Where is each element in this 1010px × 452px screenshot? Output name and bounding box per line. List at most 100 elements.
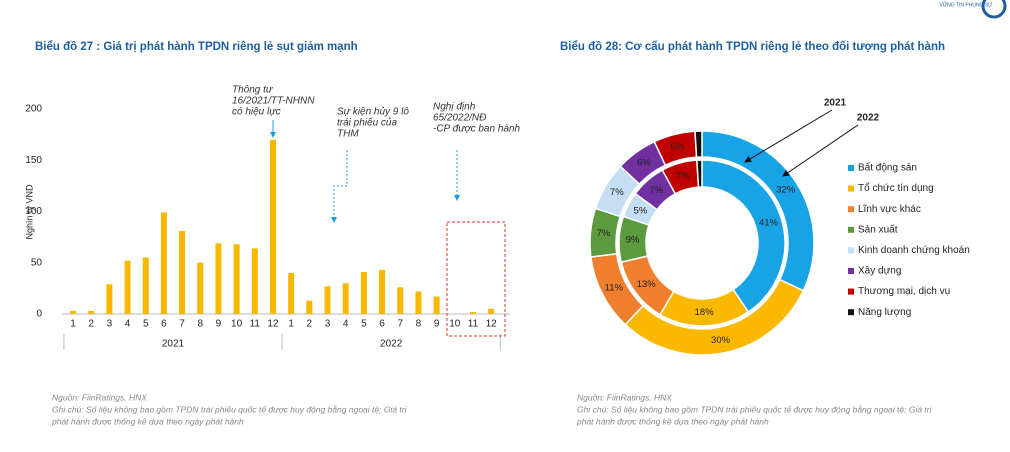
x-tick-label: 4: [125, 319, 131, 330]
bar: [269, 139, 276, 314]
x-tick-label: 8: [197, 319, 203, 330]
x-tick-label: 5: [361, 319, 367, 330]
ring-label: 2022: [857, 113, 880, 124]
y-axis-label: Nghìn tỷ VND: [24, 184, 34, 240]
value-label: 30%: [711, 335, 731, 346]
value-label: 6%: [637, 157, 651, 168]
x-tick-label: 5: [143, 319, 149, 330]
x-tick-label: 12: [267, 319, 279, 330]
bar: [342, 283, 349, 314]
x-tick-label: 7: [179, 319, 185, 330]
annotation: có hiệu lực: [232, 107, 281, 118]
annotation: 16/2021/TT-NHNN: [232, 96, 315, 107]
bar: [215, 243, 222, 314]
legend-label: Bất động sản: [858, 162, 917, 174]
annotation: 65/2022/NĐ: [433, 113, 486, 124]
y-tick-label: 0: [36, 309, 42, 320]
annotation: Sự kiện hủy 9 lô: [337, 106, 409, 118]
annotation: trái phiếu của: [337, 117, 397, 129]
bar: [124, 260, 131, 314]
note: Ghi chú: Số liệu không bao gồm TPDN trái…: [52, 404, 408, 414]
y-tick-label: 100: [25, 206, 42, 217]
group-label: 2021: [162, 339, 185, 350]
annotation: Thông tư: [232, 85, 273, 96]
x-tick-label: 6: [379, 319, 385, 330]
value-label: 32%: [776, 184, 796, 195]
legend-swatch: [848, 226, 854, 233]
bar: [233, 244, 240, 314]
bar: [488, 308, 495, 314]
value-label: 18%: [695, 307, 715, 318]
legend-label: Tổ chức tín dụng: [858, 182, 934, 194]
value-label: 11%: [605, 282, 624, 293]
x-tick-label: 11: [250, 319, 261, 330]
source: Nguồn: FiinRatings, HNX: [577, 392, 672, 402]
bar: [88, 310, 95, 314]
arrow: [782, 124, 859, 177]
ring-label: 2021: [824, 98, 847, 109]
source: Nguồn: FiinRatings, HNX: [52, 392, 147, 402]
bar: [160, 212, 167, 314]
legend-swatch: [848, 165, 854, 171]
chart-title: Biểu đồ 28: Cơ cấu phát hành TPDN riêng …: [560, 41, 945, 53]
x-tick-label: 1: [288, 319, 294, 330]
legend-label: Xây dựng: [858, 266, 901, 277]
value-label: 41%: [759, 217, 779, 228]
x-tick-label: 10: [231, 319, 243, 330]
value-label: 5%: [634, 205, 648, 216]
legend-label: Thương mại, dịch vụ: [858, 286, 950, 297]
x-tick-label: 8: [416, 319, 422, 330]
legend-swatch: [848, 206, 854, 213]
highlight-box: [446, 221, 506, 337]
x-tick-label: 2: [88, 319, 94, 330]
value-label: 13%: [637, 279, 657, 290]
x-tick-label: 7: [397, 319, 403, 330]
note: phát hành được thống kê dựa theo ngày ph…: [576, 416, 769, 426]
x-tick-label: 9: [434, 319, 440, 330]
legend-swatch: [848, 247, 854, 254]
bar: [70, 310, 76, 314]
value-label: 9%: [626, 234, 640, 245]
slice: [694, 130, 703, 158]
x-tick-label: 12: [486, 319, 498, 330]
arrow: [744, 109, 833, 163]
x-tick-label: 9: [216, 319, 222, 330]
bar: [179, 230, 186, 314]
legend-label: Lĩnh vực khác: [858, 204, 921, 215]
bar: [197, 262, 204, 314]
y-tick-label: 200: [25, 104, 42, 115]
x-tick-label: 3: [325, 319, 331, 330]
logo: [981, 0, 1007, 19]
annotation: Nghị định: [433, 102, 476, 113]
value-label: 7%: [650, 185, 664, 196]
bar: [288, 273, 295, 314]
legend-swatch: [848, 185, 854, 192]
bar: [433, 296, 440, 314]
x-tick-label: 2: [307, 319, 313, 330]
legend-label: Năng lượng: [858, 307, 911, 318]
bar: [469, 311, 476, 314]
slice: [701, 159, 786, 313]
bar: [397, 287, 404, 314]
bar: [415, 291, 422, 314]
value-label: 7%: [610, 187, 624, 198]
x-tick-label: 11: [468, 319, 479, 330]
slice: [696, 159, 703, 188]
bar: [324, 286, 331, 314]
logo-text: VỮNG TIN PHỤNG SỰ: [940, 1, 994, 8]
x-tick-label: 1: [70, 319, 76, 330]
bar: [306, 300, 313, 314]
x-tick-label: 4: [343, 319, 349, 330]
bar: [142, 257, 149, 314]
value-label: 6%: [671, 142, 685, 153]
value-label: 7%: [597, 228, 611, 239]
value-label: 7%: [676, 171, 690, 182]
legend-label: Kinh doanh chứng khoán: [858, 245, 970, 256]
legend-swatch: [848, 268, 854, 274]
bar: [106, 284, 113, 314]
bar: [360, 271, 367, 314]
legend-label: Sản xuất: [858, 223, 898, 235]
y-tick-label: 50: [31, 257, 43, 268]
legend-swatch: [848, 309, 854, 316]
